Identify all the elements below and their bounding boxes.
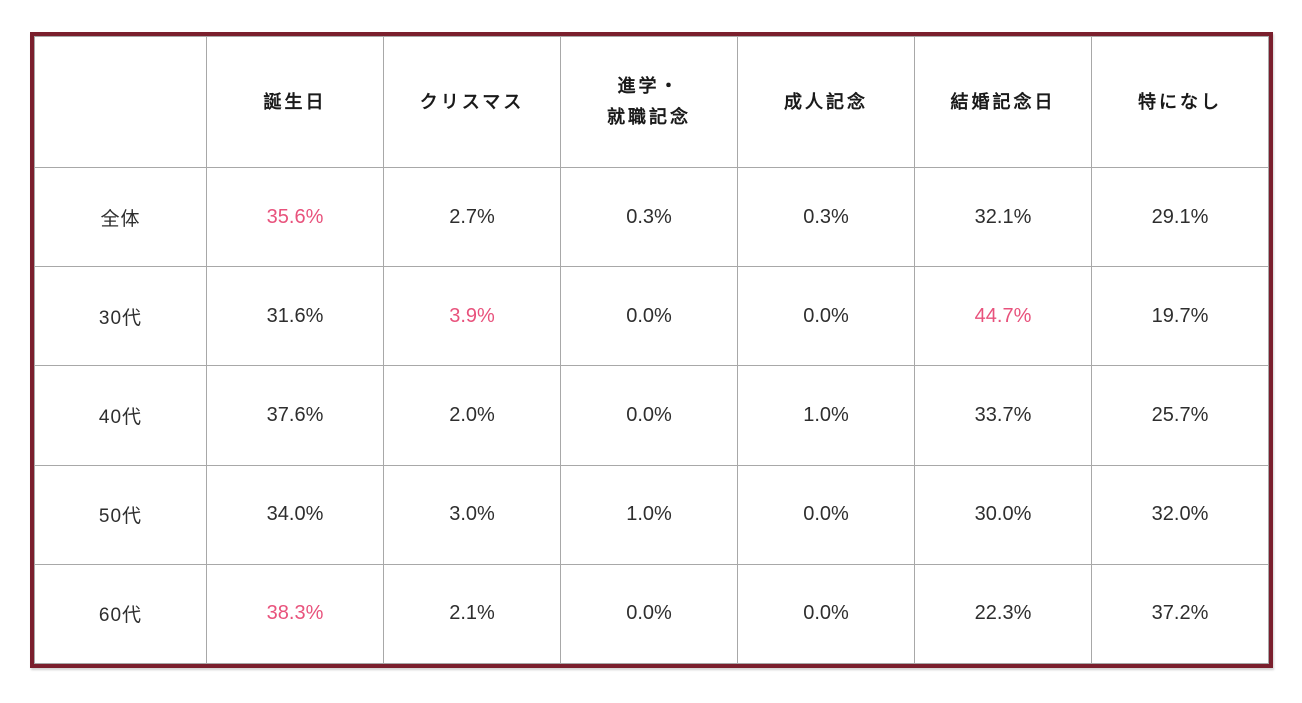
cell-value: 30.0% [914,464,1092,565]
row-label: 60代 [34,563,207,665]
cell-value: 0.0% [560,365,738,466]
cell-value: 35.6% [206,166,384,268]
cell-value: 19.7% [1091,266,1269,367]
cell-value: 44.7% [914,266,1092,367]
cell-value: 2.1% [383,563,561,665]
header-cell-school-employment: 進学・ 就職記念 [560,36,738,168]
cell-value: 22.3% [914,563,1092,665]
header-cell-christmas: クリスマス [383,36,561,168]
cell-value: 32.1% [914,166,1092,268]
cell-value: 0.3% [560,166,738,268]
cell-value: 0.0% [560,266,738,367]
header-cell-coming-of-age: 成人記念 [737,36,915,168]
survey-table-frame: 誕生日 クリスマス 進学・ 就職記念 成人記念 結婚記念日 特になし 全体 35… [30,32,1273,668]
cell-value: 1.0% [737,365,915,466]
header-cell-blank [34,36,207,168]
header-cell-wedding-anniversary: 結婚記念日 [914,36,1092,168]
cell-value: 34.0% [206,464,384,565]
cell-value: 0.0% [560,563,738,665]
cell-value: 0.0% [737,464,915,565]
row-label: 50代 [34,464,207,565]
cell-value: 3.9% [383,266,561,367]
cell-value: 2.7% [383,166,561,268]
cell-value: 38.3% [206,563,384,665]
header-cell-birthday: 誕生日 [206,36,384,168]
cell-value: 29.1% [1091,166,1269,268]
cell-value: 0.0% [737,563,915,665]
cell-value: 31.6% [206,266,384,367]
table-row-40s: 40代 37.6% 2.0% 0.0% 1.0% 33.7% 25.7% [34,365,1269,466]
cell-value: 2.0% [383,365,561,466]
cell-value: 0.3% [737,166,915,268]
header-cell-none: 特になし [1091,36,1269,168]
cell-value: 32.0% [1091,464,1269,565]
cell-value: 37.2% [1091,563,1269,665]
cell-value: 25.7% [1091,365,1269,466]
cell-value: 1.0% [560,464,738,565]
cell-value: 33.7% [914,365,1092,466]
cell-value: 37.6% [206,365,384,466]
row-label: 全体 [34,166,207,268]
table-row-60s: 60代 38.3% 2.1% 0.0% 0.0% 22.3% 37.2% [34,563,1269,665]
survey-table: 誕生日 クリスマス 進学・ 就職記念 成人記念 結婚記念日 特になし 全体 35… [34,36,1269,665]
table-row-50s: 50代 34.0% 3.0% 1.0% 0.0% 30.0% 32.0% [34,464,1269,565]
row-label: 40代 [34,365,207,466]
cell-value: 3.0% [383,464,561,565]
header-row: 誕生日 クリスマス 進学・ 就職記念 成人記念 結婚記念日 特になし [34,36,1269,168]
table-row-30s: 30代 31.6% 3.9% 0.0% 0.0% 44.7% 19.7% [34,266,1269,367]
row-label: 30代 [34,266,207,367]
table-row-overall: 全体 35.6% 2.7% 0.3% 0.3% 32.1% 29.1% [34,166,1269,268]
cell-value: 0.0% [737,266,915,367]
